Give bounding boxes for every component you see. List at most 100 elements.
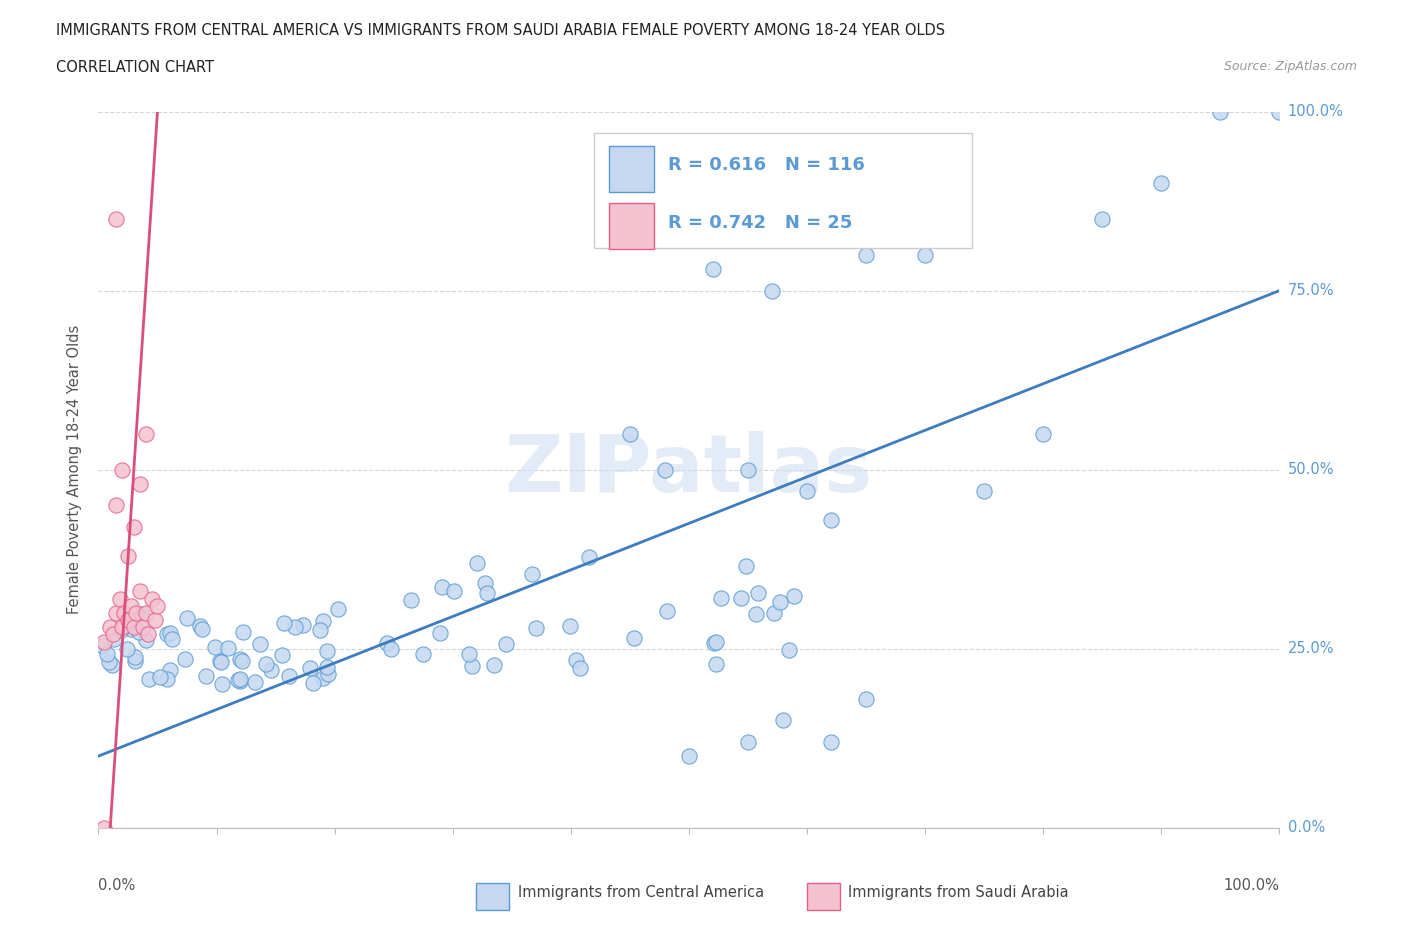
Text: 75.0%: 75.0%: [1288, 283, 1334, 299]
Point: [730, 591, 752, 605]
Point: [93, 820, 115, 835]
Point: [474, 576, 496, 591]
Point: [128, 584, 150, 599]
Point: [112, 605, 135, 620]
Point: [260, 663, 283, 678]
Point: [160, 631, 183, 646]
Point: [565, 652, 588, 667]
Point: [117, 642, 139, 657]
Text: ZIPatlas: ZIPatlas: [505, 431, 873, 509]
Point: [121, 598, 143, 613]
Point: [460, 658, 482, 673]
Point: [98, 619, 121, 634]
Point: [273, 616, 295, 631]
Point: [783, 589, 806, 604]
Point: [278, 669, 301, 684]
Point: [312, 671, 335, 685]
Point: [762, 605, 785, 620]
Point: [135, 426, 157, 442]
Point: [737, 462, 759, 477]
Point: [176, 611, 198, 626]
Point: [122, 520, 145, 535]
Point: [136, 627, 159, 642]
Point: [125, 605, 148, 620]
Text: R = 0.742   N = 25: R = 0.742 N = 25: [668, 214, 852, 232]
Point: [156, 671, 179, 686]
Point: [108, 591, 131, 606]
Point: [228, 672, 250, 687]
Point: [311, 614, 333, 629]
Point: [399, 593, 422, 608]
Point: [769, 595, 792, 610]
Point: [315, 644, 337, 658]
Point: [124, 654, 146, 669]
Point: [820, 512, 842, 527]
Point: [284, 619, 307, 634]
Point: [132, 619, 155, 634]
Point: [117, 548, 139, 563]
Point: [159, 626, 181, 641]
Point: [110, 622, 132, 637]
Text: Source: ZipAtlas.com: Source: ZipAtlas.com: [1223, 60, 1357, 73]
Point: [208, 654, 231, 669]
Text: 100.0%: 100.0%: [1223, 878, 1279, 893]
Text: R = 0.616   N = 116: R = 0.616 N = 116: [668, 156, 865, 174]
Point: [477, 585, 499, 600]
Point: [232, 625, 254, 640]
Point: [128, 625, 150, 640]
Point: [520, 567, 543, 582]
Point: [526, 620, 548, 635]
Point: [190, 618, 212, 633]
Point: [135, 605, 157, 620]
Point: [135, 632, 157, 647]
Point: [703, 635, 725, 650]
Point: [914, 247, 936, 262]
Point: [146, 598, 169, 613]
Point: [93, 634, 115, 649]
Point: [98, 655, 121, 670]
Point: [292, 618, 315, 632]
Point: [231, 654, 253, 669]
Point: [1091, 212, 1114, 227]
Point: [228, 671, 250, 686]
Point: [654, 462, 676, 477]
FancyBboxPatch shape: [807, 883, 841, 910]
Point: [380, 642, 402, 657]
Point: [138, 671, 160, 686]
Point: [820, 735, 842, 750]
Point: [326, 602, 349, 617]
Point: [710, 591, 733, 605]
Point: [578, 550, 600, 565]
Point: [458, 647, 481, 662]
Point: [120, 622, 142, 637]
Point: [131, 622, 153, 637]
Point: [174, 651, 197, 666]
Point: [619, 426, 641, 442]
Text: CORRELATION CHART: CORRELATION CHART: [56, 60, 214, 75]
Point: [204, 640, 226, 655]
Point: [96, 646, 118, 661]
Point: [254, 657, 277, 671]
Point: [465, 555, 488, 570]
Point: [191, 622, 214, 637]
Point: [249, 637, 271, 652]
Point: [796, 484, 818, 498]
Point: [131, 612, 153, 627]
Point: [761, 284, 783, 299]
Point: [558, 618, 581, 633]
Point: [229, 652, 252, 667]
Point: [105, 498, 128, 513]
Point: [159, 663, 181, 678]
Point: [103, 631, 125, 646]
Point: [702, 261, 724, 276]
Point: [737, 735, 759, 750]
Point: [1150, 176, 1173, 191]
Point: [735, 559, 758, 574]
Point: [429, 626, 451, 641]
Text: Immigrants from Central America: Immigrants from Central America: [517, 884, 763, 899]
Point: [973, 484, 995, 498]
Text: 25.0%: 25.0%: [1288, 641, 1334, 657]
Text: Immigrants from Saudi Arabia: Immigrants from Saudi Arabia: [848, 884, 1069, 899]
Point: [101, 627, 124, 642]
Point: [412, 646, 434, 661]
